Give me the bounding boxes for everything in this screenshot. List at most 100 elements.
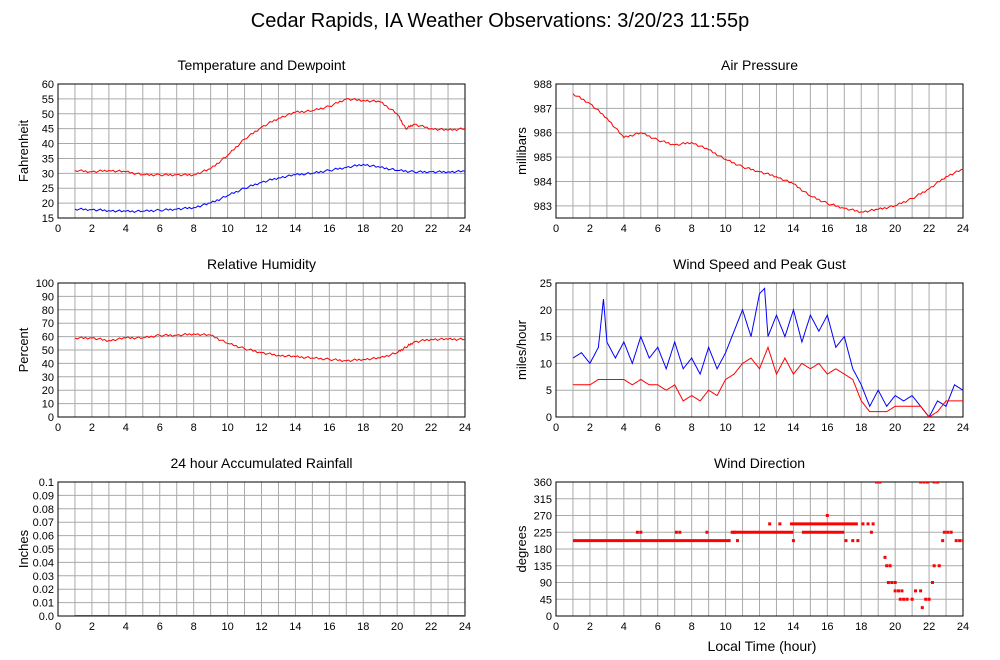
chart-title: Air Pressure bbox=[721, 57, 798, 73]
x-tick-label: 24 bbox=[459, 422, 471, 434]
y-tick-label: 10 bbox=[540, 358, 552, 370]
direction-point bbox=[878, 482, 882, 484]
x-tick-label: 6 bbox=[157, 621, 163, 633]
x-tick-label: 6 bbox=[655, 223, 661, 235]
x-tick-label: 10 bbox=[221, 422, 233, 434]
x-axis-label: Local Time (hour) bbox=[708, 638, 817, 654]
y-tick-label: 984 bbox=[534, 176, 552, 188]
x-tick-label: 14 bbox=[289, 223, 301, 235]
x-tick-label: 12 bbox=[753, 621, 765, 633]
direction-point bbox=[898, 597, 902, 601]
direction-point bbox=[768, 522, 772, 526]
direction-point bbox=[937, 564, 941, 568]
y-tick-label: 225 bbox=[534, 527, 552, 539]
y-tick-label: 0.08 bbox=[33, 504, 54, 516]
chart-pressure: Air Pressure millibars 983 984 985 986 987 988 0… bbox=[514, 57, 969, 235]
direction-point bbox=[778, 522, 782, 526]
direction-point bbox=[954, 539, 958, 543]
x-tick-label: 16 bbox=[821, 223, 833, 235]
direction-point bbox=[930, 581, 934, 584]
series-line-blue bbox=[572, 287, 963, 417]
chart-direction: Wind Directiondegrees0459013518022527031… bbox=[514, 455, 969, 633]
y-axis-label: millibars bbox=[514, 127, 529, 175]
y-tick-label: 0.09 bbox=[33, 490, 54, 502]
y-tick-label: 20 bbox=[540, 305, 552, 317]
x-tick-label: 10 bbox=[719, 223, 731, 235]
plot-frame bbox=[555, 282, 964, 418]
direction-point bbox=[735, 539, 739, 543]
x-tick-label: 12 bbox=[753, 422, 765, 434]
direction-point bbox=[883, 555, 887, 559]
chart-wind: Wind Speed and Peak Gust miles/hour 0 5 10 15… bbox=[514, 256, 969, 434]
x-tick-label: 10 bbox=[221, 621, 233, 633]
plot-area bbox=[74, 97, 465, 213]
y-tick-label: 0.04 bbox=[33, 557, 54, 569]
x-tick-label: 8 bbox=[689, 223, 695, 235]
x-tick-label: 4 bbox=[621, 621, 627, 633]
x-tick-label: 20 bbox=[391, 422, 403, 434]
plot-area bbox=[572, 93, 963, 214]
y-tick-label: 315 bbox=[534, 494, 552, 506]
y-tick-label: 985 bbox=[534, 152, 552, 164]
y-tick-label: 0 bbox=[546, 412, 552, 424]
x-tick-label: 16 bbox=[323, 223, 335, 235]
x-tick-label: 16 bbox=[323, 422, 335, 434]
x-tick-label: 0 bbox=[553, 621, 559, 633]
y-tick-label: 0 bbox=[546, 611, 552, 623]
x-tick-label: 0 bbox=[553, 223, 559, 235]
x-tick-label: 10 bbox=[719, 621, 731, 633]
direction-point bbox=[844, 539, 848, 543]
y-tick-label: 0.01 bbox=[33, 598, 54, 610]
x-tick-label: 22 bbox=[425, 422, 437, 434]
direction-point bbox=[914, 589, 918, 593]
direction-point bbox=[678, 530, 682, 534]
x-tick-label: 20 bbox=[391, 621, 403, 633]
direction-point bbox=[869, 530, 873, 534]
y-axis-label: Percent bbox=[16, 327, 31, 372]
y-tick-label: 50 bbox=[42, 109, 54, 121]
plot-area bbox=[572, 482, 963, 610]
x-tick-label: 12 bbox=[255, 223, 267, 235]
y-axis-label: miles/hour bbox=[514, 319, 529, 380]
x-tick-label: 8 bbox=[689, 422, 695, 434]
direction-point bbox=[922, 482, 926, 484]
y-tick-label: 70 bbox=[42, 318, 54, 330]
x-tick-label: 12 bbox=[255, 621, 267, 633]
direction-point bbox=[791, 539, 795, 543]
y-tick-label: 180 bbox=[534, 544, 552, 556]
x-tick-label: 2 bbox=[587, 223, 593, 235]
direction-point bbox=[639, 530, 643, 534]
x-tick-label: 6 bbox=[655, 422, 661, 434]
x-tick-label: 12 bbox=[753, 223, 765, 235]
y-tick-label: 986 bbox=[534, 128, 552, 140]
x-tick-label: 0 bbox=[55, 621, 61, 633]
direction-point bbox=[875, 482, 879, 484]
direction-point bbox=[871, 522, 875, 526]
y-tick-label: 100 bbox=[36, 278, 54, 290]
x-tick-label: 20 bbox=[889, 621, 901, 633]
x-tick-label: 24 bbox=[957, 422, 969, 434]
series-line-red bbox=[573, 345, 963, 417]
x-tick-label: 10 bbox=[719, 422, 731, 434]
y-tick-label: 55 bbox=[42, 94, 54, 106]
direction-point bbox=[941, 539, 945, 543]
direction-point bbox=[897, 589, 901, 593]
x-tick-label: 6 bbox=[157, 223, 163, 235]
y-tick-label: 50 bbox=[42, 345, 54, 357]
x-tick-label: 22 bbox=[923, 422, 935, 434]
y-tick-label: 35 bbox=[42, 153, 54, 165]
x-tick-label: 18 bbox=[855, 422, 867, 434]
direction-point bbox=[949, 530, 953, 534]
x-tick-label: 12 bbox=[255, 422, 267, 434]
series-line-blue bbox=[74, 163, 465, 213]
x-tick-label: 22 bbox=[923, 223, 935, 235]
direction-point bbox=[900, 589, 904, 593]
y-tick-label: 0.1 bbox=[39, 477, 54, 489]
y-tick-label: 10 bbox=[42, 399, 54, 411]
x-tick-label: 24 bbox=[957, 621, 969, 633]
y-tick-label: 45 bbox=[42, 124, 54, 136]
x-tick-label: 18 bbox=[357, 422, 369, 434]
direction-point bbox=[925, 482, 929, 484]
x-tick-label: 8 bbox=[191, 223, 197, 235]
